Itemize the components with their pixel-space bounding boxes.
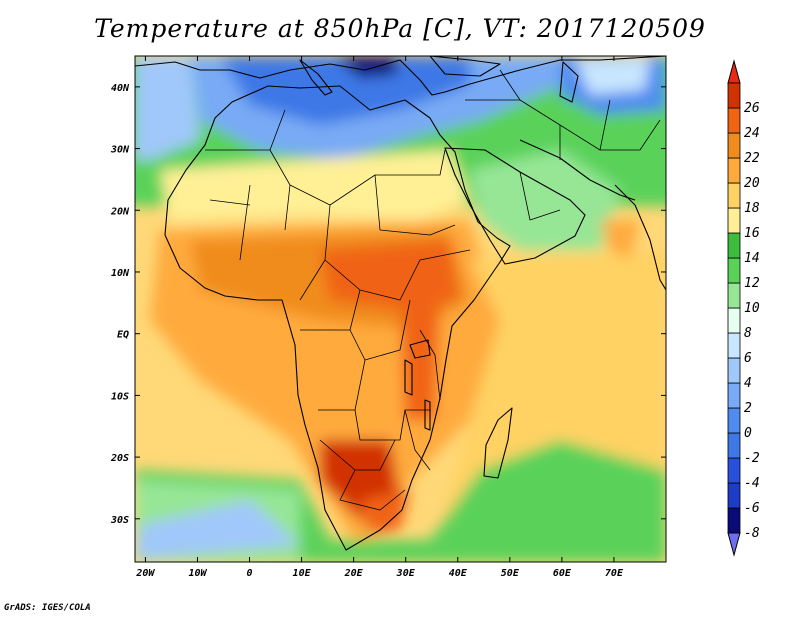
field-sw-cold [135, 500, 300, 560]
persian-gulf-coast [519, 139, 636, 201]
colorbar-level-label: 12 [744, 276, 760, 291]
y-tick-label: EQ [117, 330, 129, 341]
field-india-orange [600, 220, 640, 260]
colorbar-level-label: 16 [744, 226, 760, 241]
colorbar-level-label: 26 [744, 101, 760, 116]
mediterranean-north-coast [135, 56, 666, 96]
x-tick-label: 30E [396, 568, 416, 579]
y-tick-label: 20S [110, 453, 129, 464]
colorbar-swatch [727, 457, 741, 484]
x-tick-label: 50E [501, 568, 520, 579]
x-tick-label: 10W [188, 568, 207, 579]
y-tick-label: 10S [111, 391, 129, 402]
lake-tanganyika [404, 359, 413, 396]
india-coastline [614, 184, 666, 291]
y-tick-label: 20N [110, 206, 130, 217]
colorbar-level-label: 0 [744, 426, 752, 441]
colorbar-swatch [727, 357, 741, 384]
grads-credit: GrADS: IGES/COLA [4, 603, 91, 613]
y-tick-label: 40N [111, 83, 130, 94]
field-caspian-pale [575, 58, 650, 95]
colorbar-swatch [727, 132, 741, 159]
colorbar-swatch [727, 507, 741, 534]
colorbar-level-label: 14 [744, 251, 760, 266]
colorbar-level-label: -2 [744, 451, 760, 466]
y-tick-label: 30N [110, 145, 130, 156]
colorbar-swatch [727, 282, 741, 309]
colorbar-swatch [727, 107, 741, 134]
map-frame [134, 55, 667, 563]
colorbar-level-label: -6 [744, 501, 760, 516]
colorbar-level-label: 22 [744, 151, 760, 166]
italy-coast [299, 59, 333, 96]
colorbar-level-label: 2 [744, 401, 752, 416]
colorbar-level-label: 18 [744, 201, 760, 216]
colorbar-top-arrow [727, 59, 741, 84]
x-tick-label: 20E [344, 568, 364, 579]
colorbar-swatch [727, 82, 741, 109]
colorbar-level-label: 20 [744, 176, 760, 191]
colorbar-level-label: 24 [744, 126, 760, 141]
x-tick-label: 10E [293, 568, 312, 579]
axis-ticks: 20W 10W 0 10E 20E 30E 40E 50E 60E 70E 40N 30N 20N 10N… [110, 56, 666, 579]
colorbar-level-label: 6 [744, 351, 752, 366]
colorbar-swatch [727, 207, 741, 234]
field-atlantic-pale [135, 56, 200, 160]
caspian-coast [559, 61, 579, 103]
colorbar-swatch [727, 332, 741, 359]
colorbar-swatch [727, 157, 741, 184]
colorbar-swatch [727, 182, 741, 209]
field-rift-red [400, 300, 440, 420]
x-tick-label: 20W [135, 568, 155, 579]
field-sudan-red [320, 240, 460, 310]
colorbar-level-label: 8 [744, 326, 752, 341]
colorbar-swatch [727, 382, 741, 409]
field-balkan-dark [335, 56, 400, 78]
x-tick-label: 40E [449, 568, 468, 579]
africa-coastline [164, 85, 511, 551]
colorbar-level-label: -8 [744, 526, 760, 541]
colorbar-swatch [727, 257, 741, 284]
arabia-coastline [444, 147, 586, 265]
colorbar-swatch [727, 482, 741, 509]
lake-malawi [424, 399, 431, 431]
x-tick-label: 0 [247, 568, 253, 579]
black-sea-coast [429, 56, 501, 77]
y-tick-label: 10N [111, 268, 130, 279]
y-tick-label: 30S [110, 515, 129, 526]
country-borders [205, 69, 661, 511]
colorbar-swatch [727, 407, 741, 434]
map-title: Temperature at 850hPa [C], VT: 201712050… [94, 14, 706, 43]
colorbar-swatch [727, 307, 741, 334]
field-sahara-yellow [160, 150, 470, 220]
colorbar-bottom-arrow [727, 532, 741, 557]
colorbar-level-label: 4 [744, 376, 752, 391]
field-south-africa-red [360, 490, 410, 535]
colorbar-level-label: 10 [744, 301, 760, 316]
x-tick-label: 70E [605, 568, 624, 579]
temperature-field [135, 56, 666, 562]
colorbar-swatch [727, 432, 741, 459]
x-tick-label: 60E [553, 568, 572, 579]
colorbar-level-label: -4 [744, 476, 760, 491]
lake-victoria [409, 339, 431, 359]
coastlines-borders [135, 56, 666, 551]
madagascar-coastline [483, 407, 513, 479]
colorbar-swatch [727, 232, 741, 259]
